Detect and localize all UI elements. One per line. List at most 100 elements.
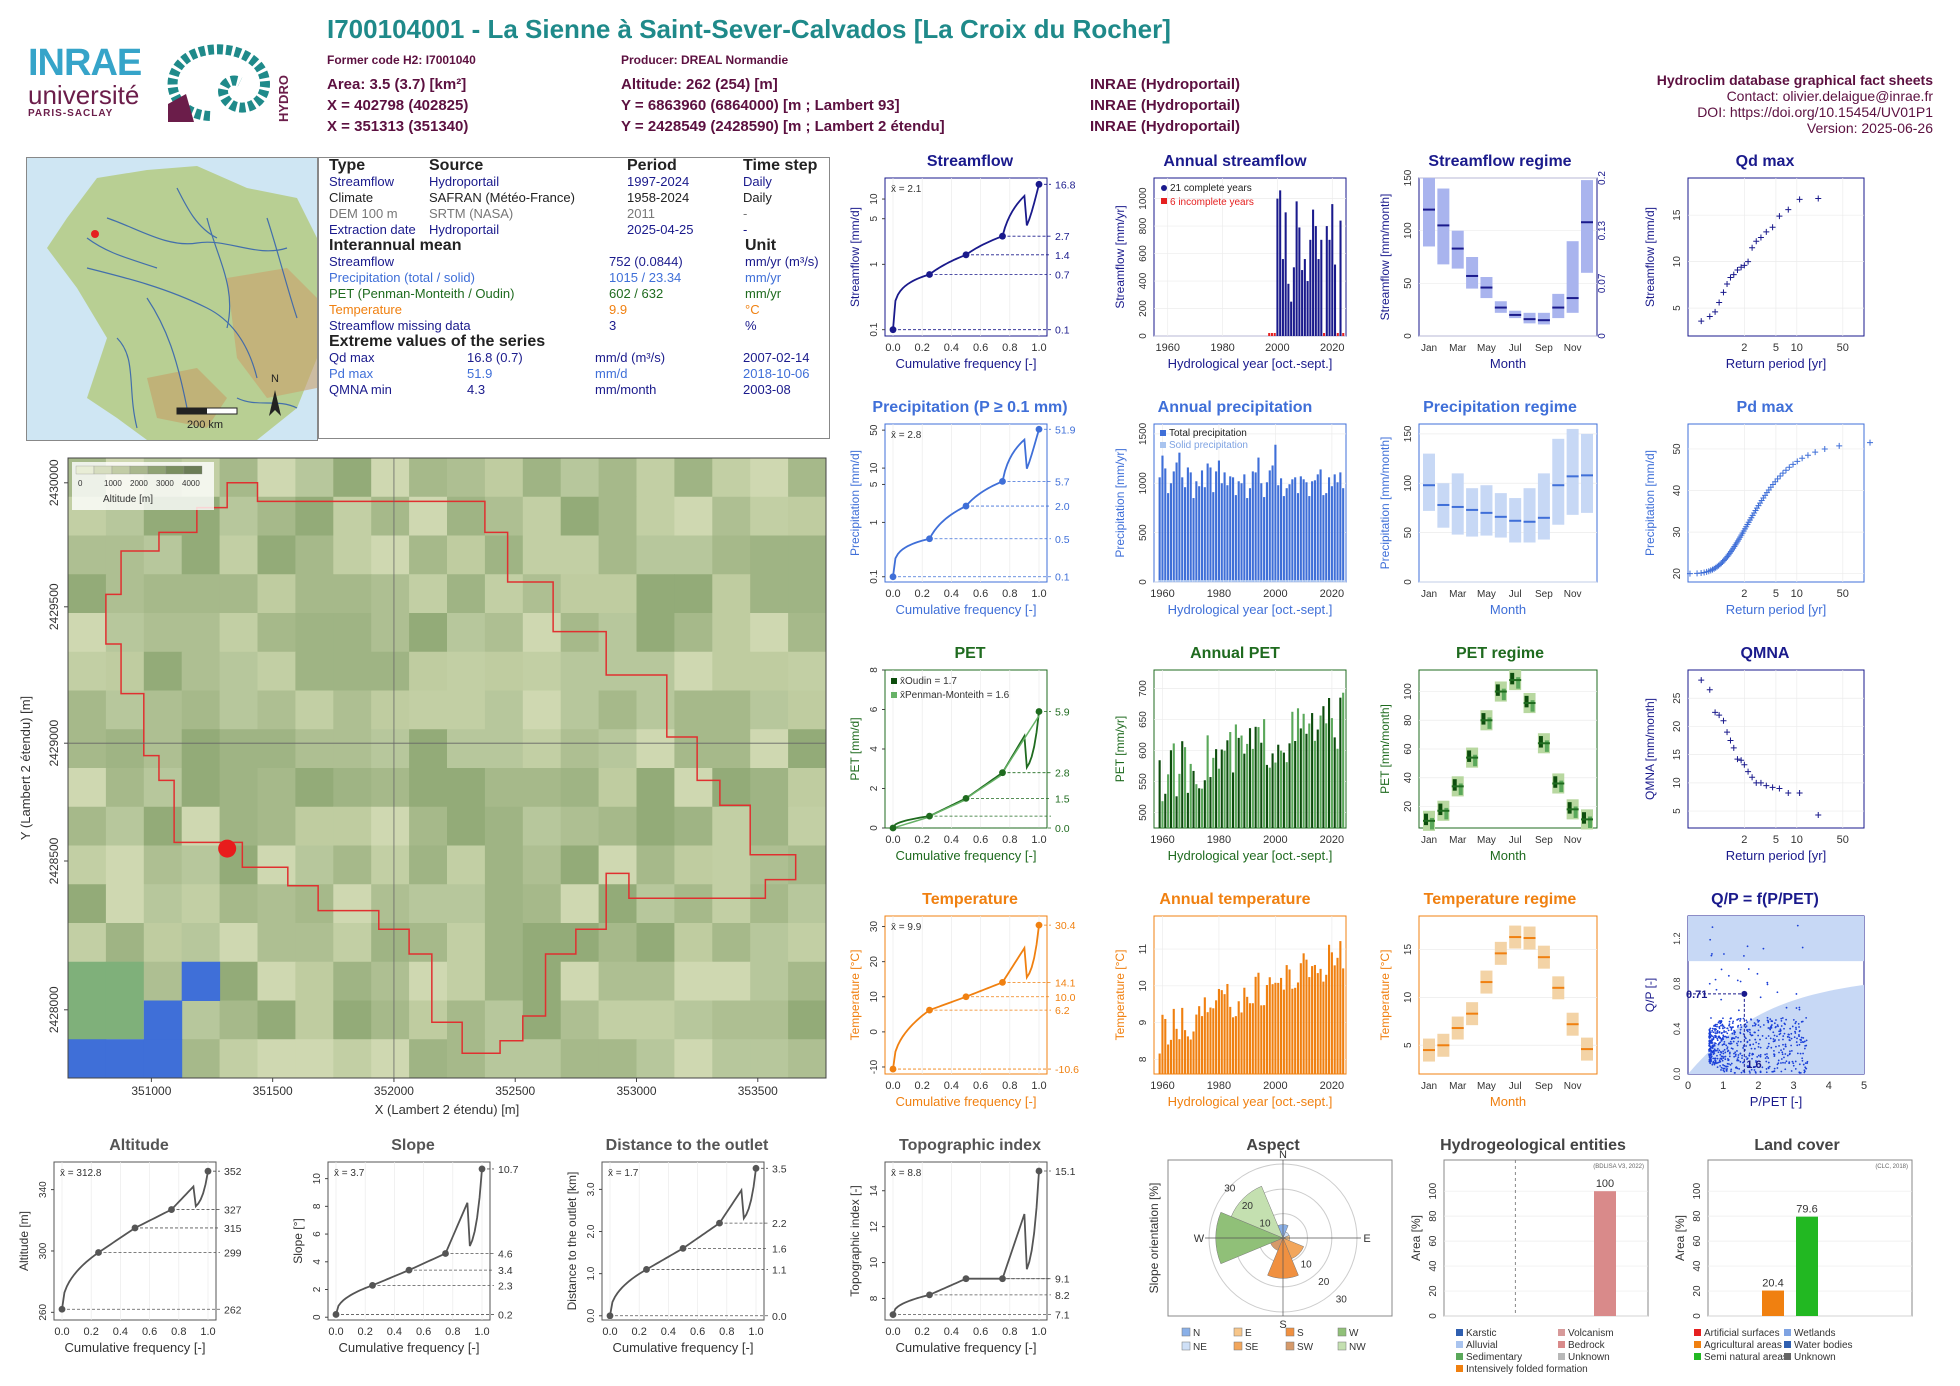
dem-cell [788, 458, 827, 498]
x-tick-label: 0.8 [171, 1326, 186, 1338]
solid-bar [1333, 580, 1336, 582]
dem-cell [295, 806, 334, 846]
solid-bar [1274, 580, 1277, 582]
scatter-point [1798, 1006, 1801, 1009]
plot-frame [327, 1161, 491, 1321]
dem-cell [295, 923, 334, 963]
data-point [1749, 244, 1756, 251]
x-axis-label: Month [1490, 356, 1526, 371]
quantile-point [999, 232, 1006, 240]
y-tick-label: 2.0 [586, 1224, 597, 1238]
bar [1209, 1007, 1212, 1074]
scatter-point [1730, 1062, 1733, 1065]
dem-cell [484, 613, 524, 653]
qp-ppet-chart: Q/P = f(P/PET) 0 1 2 3 4 5 0.0 0.4 0.8 1.2 0.71 1.6 P… [1640, 890, 1890, 1122]
scatter-point [1767, 1042, 1770, 1045]
dem-cell [219, 1000, 258, 1040]
scatter-point [1722, 1052, 1725, 1055]
solid-bar [1336, 580, 1339, 582]
solid-bar [1209, 580, 1212, 582]
scatter-point [1795, 1007, 1798, 1009]
scatter-point [1709, 1041, 1711, 1044]
x-tick-label: 1.0 [1031, 1326, 1046, 1338]
solid-bar [1232, 580, 1235, 582]
scatter-point [1796, 1052, 1799, 1055]
dem-cell [484, 1039, 524, 1079]
bar [1296, 493, 1300, 582]
dem-cell [371, 729, 410, 769]
bar [1328, 698, 1331, 828]
x-tick-label: May [1477, 343, 1496, 354]
dem-cell [560, 1000, 600, 1040]
x-tick-label: 0.0 [885, 834, 900, 846]
quantile-point [405, 1266, 413, 1274]
bar [1175, 462, 1178, 582]
scatter-point [1762, 1024, 1765, 1026]
x-tick-label: 0.6 [973, 1326, 988, 1338]
solid-bar [1285, 580, 1288, 582]
dem-cell [409, 845, 448, 885]
scatter-point [1773, 1055, 1776, 1058]
cell: Extraction date [329, 222, 416, 237]
x-tick-label: 0.6 [973, 1080, 988, 1092]
scatter-point [1715, 1035, 1718, 1038]
dem-cell [409, 496, 448, 536]
dem-cell [636, 806, 675, 846]
dem-cell [522, 613, 562, 653]
scatter-point [1781, 1053, 1784, 1056]
x-tick-label: Sep [1535, 1081, 1553, 1092]
dem-cell [181, 613, 221, 653]
bar [1260, 1005, 1263, 1074]
legend-swatch [1161, 185, 1167, 191]
solid-bar [1226, 580, 1229, 582]
x-axis-label: Cumulative frequency [-] [65, 1340, 206, 1355]
legend-label: Karstic [1466, 1328, 1497, 1339]
bar [1311, 713, 1314, 828]
x-tick-label: 0.8 [1002, 342, 1017, 354]
solid-bar [1311, 580, 1314, 582]
x-axis-label: Cumulative frequency [-] [896, 1094, 1037, 1109]
cell: - [743, 222, 748, 237]
legend-swatch [1181, 1327, 1191, 1337]
cell: °C [745, 302, 760, 317]
scatter-point [1715, 988, 1718, 991]
bar [1200, 470, 1204, 582]
dem-cell [712, 458, 751, 498]
mean-label: x̄Penman-Monteith = 1.6 [900, 690, 1010, 701]
scatter-point [1794, 1032, 1797, 1034]
cell: 51.9 [467, 366, 493, 381]
bar [1240, 735, 1243, 828]
scatter-point [1710, 1039, 1713, 1042]
dem-cell [598, 574, 637, 614]
scatter-point [1730, 1027, 1733, 1030]
x-tick-label: 0.6 [142, 1326, 157, 1338]
scatter-point [1736, 1044, 1739, 1047]
scatter-point [1729, 1026, 1732, 1029]
y-tick-label: 15 [1403, 944, 1414, 956]
regime-box-pm [1458, 783, 1463, 795]
y-tick-label: 600 [1138, 742, 1149, 759]
bar [1271, 984, 1274, 1074]
dem-cell [295, 651, 334, 691]
scatter-point [1767, 1045, 1770, 1048]
data-point [1724, 729, 1731, 736]
regime-box [1537, 312, 1550, 325]
scatter-point [1783, 1022, 1786, 1025]
legend-tick: 2000 [130, 479, 148, 488]
france-locator-map: 200 km N [26, 157, 318, 441]
dem-cell [674, 884, 713, 924]
scatter-point [1713, 1043, 1716, 1046]
dem-cell [333, 1039, 372, 1079]
dem-cell [560, 574, 600, 614]
x-tick-label: 4 [1826, 1080, 1832, 1092]
annual-streamflow-chart: Annual streamflow 1960 1980 2000 2020 0 200 400… [1110, 152, 1360, 384]
scatter-point [1759, 1071, 1762, 1074]
bar [1226, 983, 1229, 1074]
y-tick-label: 5 [869, 215, 880, 221]
dem-cell [522, 768, 562, 808]
bar [1215, 471, 1218, 582]
dem-cell [219, 884, 258, 924]
y-axis-label: Altitude [m] [17, 1211, 31, 1271]
legend-label: Wetlands [1794, 1328, 1836, 1339]
data-point [1698, 318, 1705, 325]
